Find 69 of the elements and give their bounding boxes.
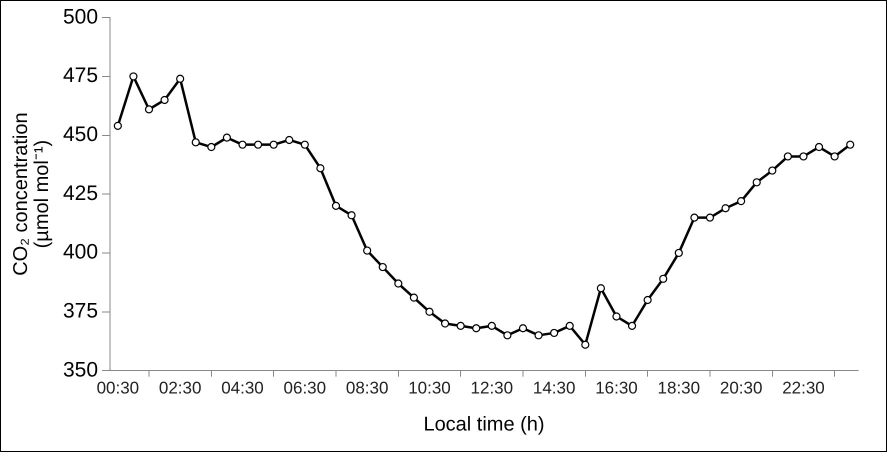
point [674, 248, 683, 258]
x-axis-title: Local time (h) [423, 414, 545, 436]
point [410, 294, 418, 302]
point [566, 322, 574, 330]
point [752, 178, 761, 186]
point [628, 322, 636, 330]
point [488, 322, 496, 330]
point [550, 328, 558, 338]
point [332, 202, 340, 210]
point [254, 140, 262, 149]
y-tick-label: 475 [62, 64, 98, 88]
point [721, 204, 730, 212]
point [316, 164, 324, 172]
point [425, 308, 434, 316]
point [207, 142, 216, 152]
point [300, 140, 309, 149]
point [238, 140, 247, 149]
point [192, 138, 200, 146]
point [581, 340, 590, 349]
point [114, 122, 122, 130]
point [363, 246, 372, 255]
point [518, 324, 528, 332]
x-tick-label: 00:30 [96, 378, 140, 398]
x-tick-label: 04:30 [221, 378, 264, 398]
point [440, 319, 450, 328]
point [644, 296, 652, 304]
x-tick-label: 22:30 [782, 378, 825, 398]
point [690, 214, 698, 222]
point [768, 166, 776, 175]
point [830, 152, 839, 161]
x-tick-label: 14:30 [532, 378, 576, 398]
point [394, 279, 402, 288]
point [846, 140, 854, 149]
point [144, 105, 154, 114]
point [612, 312, 621, 321]
point [706, 214, 714, 222]
point [347, 211, 356, 220]
point [799, 152, 808, 161]
point [176, 74, 184, 83]
x-tick-label: 08:30 [346, 378, 388, 398]
point [456, 322, 465, 330]
point [596, 284, 605, 292]
point [129, 72, 138, 81]
y-tick-label: 350 [62, 358, 98, 382]
x-tick-label: 18:30 [658, 378, 700, 398]
point [285, 136, 294, 144]
x-tick-label: 02:30 [158, 378, 202, 398]
point [222, 134, 232, 142]
x-tick-label: 16:30 [595, 378, 638, 398]
x-tick-label: 10:30 [408, 378, 451, 398]
point [160, 96, 169, 104]
point [472, 324, 480, 332]
point [784, 152, 792, 161]
y-tick-label: 500 [62, 5, 98, 28]
y-tick-label: 400 [62, 240, 98, 264]
x-tick-label: 12:30 [470, 378, 514, 398]
point [814, 142, 824, 152]
point [534, 331, 543, 340]
point [270, 140, 278, 149]
y-axis-title: CO₂ concentration (µmol mol⁻¹) [10, 112, 54, 276]
y-tick-label: 375 [62, 300, 98, 323]
point [378, 262, 387, 272]
y-tick-label: 425 [62, 182, 98, 205]
point [737, 197, 746, 206]
point [503, 331, 512, 340]
point [659, 274, 668, 283]
x-tick-label: 20:30 [720, 378, 762, 398]
y-tick-label: 450 [62, 123, 98, 146]
x-tick-label: 06:30 [284, 378, 326, 398]
